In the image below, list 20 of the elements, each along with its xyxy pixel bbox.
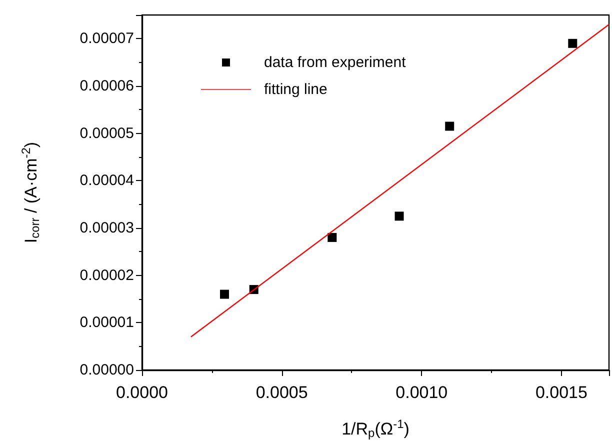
point <box>328 232 337 242</box>
y-tick-label: 0.00006 <box>80 78 134 94</box>
y-tick-label: 0.00005 <box>80 124 134 142</box>
legend-label: data from experiment <box>264 54 407 71</box>
y-tick-label: 0.00007 <box>80 30 134 48</box>
y-tick-label: 0.00002 <box>80 266 134 284</box>
legend-label: fitting line <box>264 81 328 98</box>
point <box>568 38 578 48</box>
y-tick-label: 0.00000 <box>80 362 134 378</box>
point <box>394 212 404 221</box>
x-tick-label: 0.0015 <box>535 383 588 402</box>
x-tick-label: 0.0000 <box>116 383 168 402</box>
x-tick-label: 0.0010 <box>396 383 448 402</box>
point <box>445 122 454 131</box>
point <box>220 290 229 299</box>
x-tick-label: 0.0005 <box>256 383 308 402</box>
y-axis-title: Icorr / (A·cm-2) <box>19 142 42 244</box>
y-tick-label: 0.00001 <box>80 314 134 332</box>
y-tick-label: 0.00004 <box>80 172 134 190</box>
y-tick-label: 0.00003 <box>80 220 134 236</box>
